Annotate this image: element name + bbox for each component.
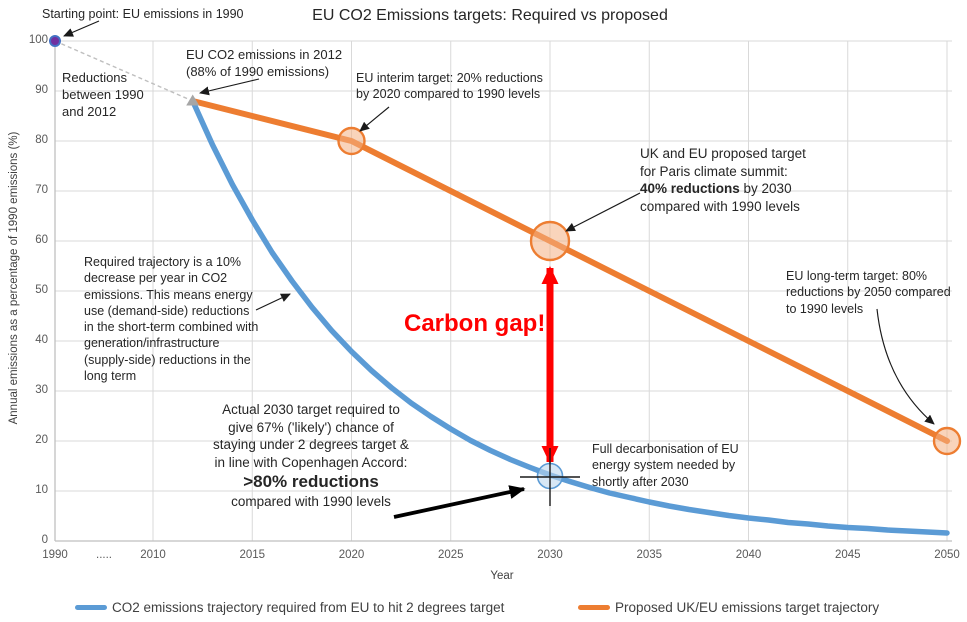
x-tick-label: 2035: [636, 549, 663, 561]
y-tick-label: 10: [35, 484, 48, 496]
x-tick-label: 2050: [934, 549, 960, 561]
marker-longterm-2050: [932, 426, 962, 456]
arrow-starting-point: [63, 20, 100, 37]
x-tick-label: 2030: [537, 549, 563, 561]
y-tick-label: 90: [35, 84, 48, 96]
x-tick-label: 1990: [42, 549, 68, 561]
y-tick-label: 40: [35, 334, 48, 346]
actual-2030-pre: Actual 2030 target required to give 67% …: [213, 402, 409, 470]
annotation-emissions-2012: EU CO2 emissions in 2012 (88% of 1990 em…: [186, 47, 343, 79]
required-line: [189, 98, 950, 536]
legend-label-required: CO2 emissions trajectory required from E…: [112, 600, 505, 615]
y-tick-label: 80: [35, 134, 48, 146]
legend-item-required: CO2 emissions trajectory required from E…: [75, 600, 504, 615]
y-tick-label: 70: [35, 184, 48, 196]
annotation-paris-target: UK and EU proposed target for Paris clim…: [640, 145, 812, 215]
actual-2030-bold: >80% reductions: [243, 472, 379, 492]
chart-title: EU CO2 Emissions targets: Required vs pr…: [312, 7, 668, 24]
annotation-required-trajectory: Required trajectory is a 10% decrease pe…: [84, 255, 259, 383]
x-tick-label: 2040: [735, 549, 762, 561]
gridlines: [55, 40, 952, 541]
annotation-full-decarbonisation: Full decarbonisation of EU energy system…: [592, 442, 739, 489]
crosshair: [520, 448, 580, 506]
x-tick-label: 2025: [437, 549, 464, 561]
arrow-required-trajectory: [255, 293, 291, 311]
y-tick-label: 50: [35, 284, 48, 296]
y-tick-label: 60: [35, 234, 48, 246]
y-tick-label: 30: [35, 384, 48, 396]
legend-label-proposed: Proposed UK/EU emissions target trajecto…: [615, 600, 880, 615]
marker-proposed-2030: [529, 220, 571, 262]
legend-swatch-required: [75, 605, 107, 610]
y-tick-label: 0: [41, 534, 48, 546]
proposed-line: [189, 98, 950, 444]
arrow-proposed-2030: [565, 192, 641, 232]
y-tick-label: 20: [35, 434, 48, 446]
x-tick-label: 2010: [140, 549, 166, 561]
annotation-interim-target: EU interim target: 20% reductions by 202…: [356, 71, 543, 102]
x-tick-label: .....: [96, 549, 112, 561]
arrow-longterm-2050: [876, 308, 935, 425]
annotation-reductions: Reductions between 1990 and 2012: [62, 70, 144, 119]
actual-target-arrow: [393, 485, 526, 519]
legend-swatch-proposed: [578, 605, 610, 610]
carbon-gap-label: Carbon gap!: [404, 310, 546, 337]
marker-emissions-2012: [186, 94, 200, 106]
y-axis-title: Annual emissions as a percentage of 1990…: [8, 131, 20, 425]
paris-text-post: by 2030 compared with 1990 levels: [640, 181, 800, 214]
annotation-actual-2030: Actual 2030 target required to give 67% …: [213, 401, 409, 511]
arrow-emissions-2012: [199, 78, 260, 96]
x-tick-label: 2045: [834, 549, 861, 561]
legend-item-proposed: Proposed UK/EU emissions target trajecto…: [578, 600, 879, 615]
x-tick-label: 2020: [338, 549, 365, 561]
arrow-interim-2020: [359, 106, 390, 132]
annotation-arrows: [63, 20, 935, 425]
paris-text-bold: 40% reductions: [640, 181, 740, 197]
marker-starting-point: [49, 35, 61, 47]
y-tick-label: 100: [28, 34, 48, 46]
paris-text-pre: UK and EU proposed target for Paris clim…: [640, 146, 806, 179]
annotation-longterm-target: EU long-term target: 80% reductions by 2…: [786, 269, 951, 316]
x-tick-label: 2015: [239, 549, 266, 561]
marker-interim-2020: [337, 126, 366, 156]
actual-2030-post: compared with 1990 levels: [231, 494, 391, 510]
x-axis-title: Year: [490, 570, 514, 582]
annotation-starting-point: Starting point: EU emissions in 1990: [42, 7, 244, 21]
